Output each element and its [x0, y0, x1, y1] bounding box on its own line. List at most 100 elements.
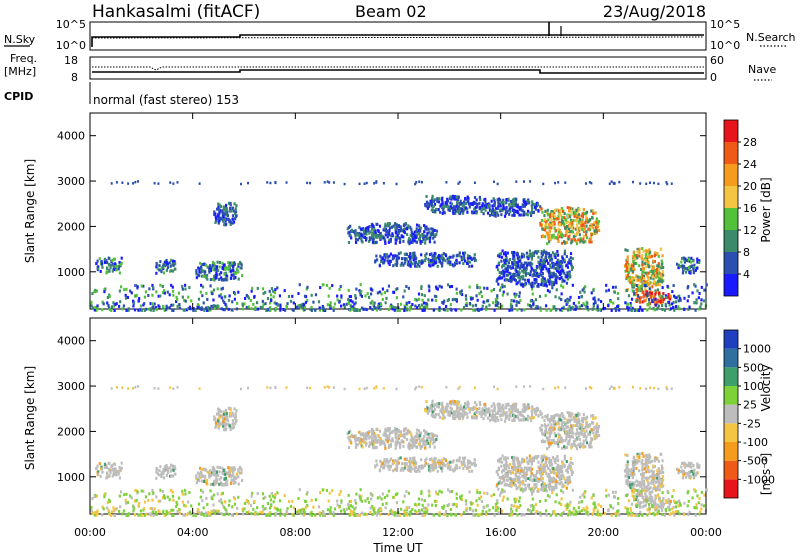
power-echo-cell — [453, 264, 455, 267]
power-echo-cell — [242, 307, 244, 310]
power-echo-cell — [558, 230, 560, 233]
power-echo-cell — [673, 295, 675, 298]
power-echo-cell — [424, 259, 426, 262]
power-echo-cell — [434, 229, 436, 232]
velocity-echo-cell — [403, 435, 405, 438]
power-echo-cell — [531, 285, 533, 288]
power-echo-cell — [474, 196, 476, 199]
power-echo-cell — [438, 306, 440, 309]
power-echo-cell — [163, 289, 165, 292]
power-echo-cell — [703, 289, 705, 292]
velocity-echo-cell — [428, 407, 430, 410]
power-echo-cell — [520, 264, 522, 267]
power-echo-cell — [101, 308, 103, 311]
power-echo-cell — [229, 219, 231, 222]
power-echo-cell — [111, 259, 113, 262]
velocity-echo-cell — [104, 463, 106, 466]
power-echo-cell — [132, 304, 134, 307]
power-echo-cell — [532, 292, 534, 295]
power-echo-cell — [661, 259, 663, 262]
velocity-echo-cell — [121, 462, 123, 465]
power-echo-cell — [228, 266, 230, 269]
power-echo-cell — [573, 302, 575, 305]
power-echo-cell — [533, 211, 535, 214]
power-echo-cell — [411, 231, 413, 234]
power-echo-cell — [234, 292, 236, 295]
power-echo-cell — [385, 233, 387, 236]
power-echo-cell — [405, 285, 407, 288]
velocity-echo-cell — [220, 410, 222, 413]
power-echo-cell — [508, 213, 510, 216]
power-echo-cell — [530, 270, 532, 273]
velocity-echo-cell — [355, 443, 357, 446]
power-echo-cell — [564, 252, 566, 255]
velocity-echo-cell — [574, 443, 576, 446]
velocity-echo-cell — [491, 405, 493, 408]
power-echo-cell — [471, 211, 473, 214]
velocity-echo-cell — [418, 470, 420, 473]
power-echo-cell — [318, 300, 320, 303]
power-echo-cell — [291, 295, 293, 298]
power-echo-cell — [554, 295, 556, 298]
power-echo-cell — [537, 250, 539, 253]
power-echo-cell — [551, 258, 553, 261]
power-echo-cell — [501, 256, 503, 259]
power-echo-cell — [580, 239, 582, 242]
velocity-echo-cell — [212, 473, 214, 476]
power-echo-cell — [229, 207, 231, 210]
power-echo-cell — [610, 300, 612, 303]
noise-left-tick-top: 10^5 — [56, 18, 86, 31]
power-echo-cell — [206, 298, 208, 301]
velocity-echo-cell — [395, 447, 397, 450]
power-echo-cell — [384, 259, 386, 262]
velocity-echo-cell — [365, 438, 367, 441]
power-echo-cell — [481, 295, 483, 298]
velocity-echo-cell — [491, 415, 493, 418]
power-echo-cell — [607, 304, 609, 307]
power-echo-cell — [529, 250, 531, 253]
power-echo-cell — [279, 309, 281, 312]
power-echo-cell — [235, 215, 237, 218]
power-echo-cell — [260, 306, 262, 309]
power-echo-cell — [561, 292, 563, 295]
power-echo-cell — [216, 208, 218, 211]
power-echo-cell — [214, 277, 216, 280]
power-echo-cell — [483, 212, 485, 215]
power-echo-cell — [170, 269, 172, 272]
power-echo-cell — [486, 287, 488, 290]
velocity-echo-cell — [385, 461, 387, 464]
power-echo-cell — [481, 208, 483, 211]
power-echo-cell — [438, 260, 440, 263]
power-echo-cell — [465, 298, 467, 301]
power-echo-cell — [570, 307, 572, 310]
power-echo-cell — [592, 289, 594, 292]
power-echo-cell — [497, 200, 499, 203]
power-echo-cell — [228, 294, 230, 297]
power-echo-cell — [608, 289, 610, 292]
velocity-echo-cell — [158, 474, 160, 477]
power-echo-cell — [395, 231, 397, 234]
velocity-echo-cell — [174, 473, 176, 476]
power-echo-cell — [656, 252, 658, 255]
velocity-echo-cell — [465, 407, 467, 410]
power-echo-cell — [532, 302, 534, 305]
power-echo-cell — [516, 261, 518, 264]
power-echo-cell — [149, 307, 151, 310]
power-echo-cell — [477, 299, 479, 302]
velocity-echo-cell — [517, 411, 519, 414]
power-echo-cell — [360, 227, 362, 230]
velocity-echo-cell — [590, 428, 592, 431]
power-echo-cell — [475, 304, 477, 307]
power-echo-cell — [170, 265, 172, 268]
power-echo-cell — [240, 267, 242, 270]
power-echo-cell — [636, 299, 638, 302]
power-echo-cell — [394, 309, 396, 312]
velocity-echo-cell — [218, 413, 220, 416]
power-echo-cell — [424, 254, 426, 257]
power-echo-cell — [328, 181, 330, 184]
velocity-echo-cell — [162, 471, 164, 474]
power-echo-cell — [691, 291, 693, 294]
velocity-echo-cell — [442, 413, 444, 416]
power-echo-cell — [549, 215, 551, 218]
power-echo-cell — [348, 241, 350, 244]
